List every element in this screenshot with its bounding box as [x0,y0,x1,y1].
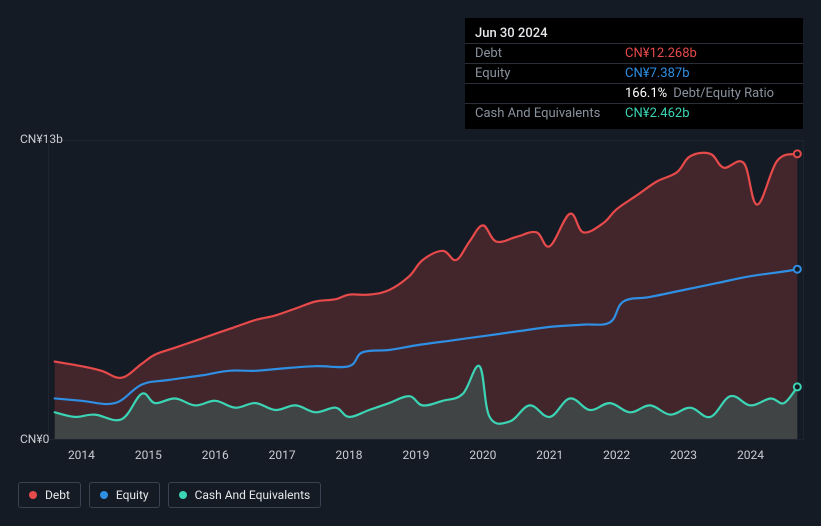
tooltip-row: Cash And EquivalentsCN¥2.462b [465,104,803,123]
tooltip-row: DebtCN¥12.268b [465,44,803,64]
legend-item[interactable]: Cash And Equivalents [168,482,322,508]
legend-dot-icon [29,491,37,499]
x-axis-label: 2018 [329,448,369,462]
tooltip-label: Cash And Equivalents [475,106,625,121]
x-axis-label: 2015 [128,448,168,462]
x-axis-label: 2021 [530,448,570,462]
x-axis-label: 2019 [396,448,436,462]
x-axis-label: 2023 [664,448,704,462]
y-axis-label: CN¥0 [20,432,49,446]
tooltip-label [475,86,625,101]
tooltip-row: EquityCN¥7.387b [465,64,803,84]
x-axis-label: 2014 [61,448,101,462]
tooltip-suffix: Debt/Equity Ratio [673,86,774,101]
tooltip-date: Jun 30 2024 [475,26,547,41]
tooltip-value: 166.1% [625,86,667,101]
legend-item[interactable]: Debt [18,482,81,508]
legend-item[interactable]: Equity [89,482,160,508]
x-axis-label: 2020 [463,448,503,462]
legend-dot-icon [100,491,108,499]
data-tooltip: Jun 30 2024 DebtCN¥12.268bEquityCN¥7.387… [465,18,803,129]
chart-legend: Debt Equity Cash And Equivalents [18,482,321,508]
x-axis-label: 2017 [262,448,302,462]
y-axis-label: CN¥13b [20,132,63,146]
tooltip-body: DebtCN¥12.268bEquityCN¥7.387b166.1%Debt/… [465,44,803,123]
x-axis-label: 2024 [730,448,770,462]
tooltip-row: 166.1% Debt/Equity Ratio [465,84,803,104]
tooltip-label: Equity [475,66,625,81]
tooltip-value: CN¥12.268b [625,46,697,61]
legend-label: Debt [45,488,70,502]
x-axis-label: 2022 [597,448,637,462]
tooltip-header: Jun 30 2024 [465,24,803,44]
tooltip-value: CN¥7.387b [625,66,690,81]
legend-dot-icon [179,491,187,499]
tooltip-value: CN¥2.462b [625,106,690,121]
tooltip-label: Debt [475,46,625,61]
legend-label: Equity [116,488,149,502]
x-axis-label: 2016 [195,448,235,462]
legend-label: Cash And Equivalents [195,488,311,502]
